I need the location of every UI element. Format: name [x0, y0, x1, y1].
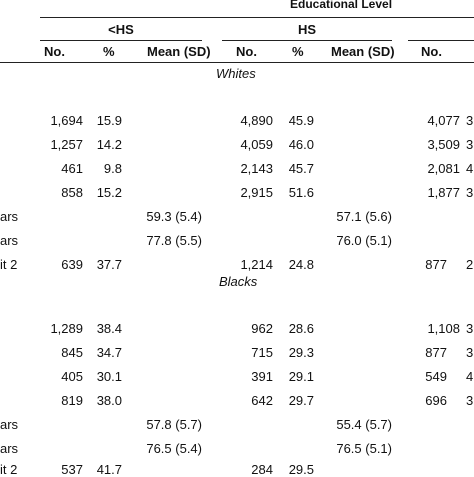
- cell-edge: 4: [466, 369, 474, 384]
- cell-hs-no: 4,890: [240, 113, 273, 128]
- cell-hs-pct: 51.6: [288, 185, 314, 200]
- cell-edge: 4: [466, 161, 474, 176]
- col-hs-mean: Mean (SD): [331, 44, 395, 59]
- header-bottom-rule: [0, 62, 474, 63]
- cell-lths-pct: 34.7: [96, 345, 122, 360]
- cell-hs-no: 391: [251, 369, 273, 384]
- cell-lths-mean: 59.3 (5.4): [146, 209, 202, 224]
- row-label: it 2: [0, 257, 18, 272]
- row-label: it 2: [0, 462, 18, 477]
- cell-next-no: 877: [425, 345, 447, 360]
- cell-next-no: 1,108: [427, 321, 460, 336]
- cell-lths-no: 537: [61, 462, 83, 477]
- cell-hs-mean: 55.4 (5.7): [336, 417, 392, 432]
- lths-rule: [40, 40, 202, 41]
- cell-lths-mean: 57.8 (5.7): [146, 417, 202, 432]
- cell-lths-mean: 77.8 (5.5): [146, 233, 202, 248]
- cell-edge: 3: [466, 113, 474, 128]
- cell-hs-pct: 45.9: [288, 113, 314, 128]
- cell-edge: 2: [466, 257, 474, 272]
- col-hs-pct: %: [292, 44, 304, 59]
- cell-edge: 3: [466, 393, 474, 408]
- row-label: ars: [0, 417, 19, 432]
- row-label: ars: [0, 233, 19, 248]
- cell-edge: 3: [466, 321, 474, 336]
- cell-lths-no: 1,257: [50, 137, 83, 152]
- cell-lths-pct: 14.2: [96, 137, 122, 152]
- cell-lths-no: 1,289: [50, 321, 83, 336]
- col-lths-pct: %: [103, 44, 115, 59]
- section-title-whites: Whites: [216, 66, 256, 81]
- group-rule: [40, 17, 474, 18]
- cell-lths-pct: 9.8: [103, 161, 122, 176]
- cell-next-no: 877: [425, 257, 447, 272]
- hs-rule: [222, 40, 392, 41]
- cell-next-no: 4,077: [427, 113, 460, 128]
- cell-lths-no: 405: [61, 369, 83, 384]
- cell-lths-pct: 41.7: [96, 462, 122, 477]
- cell-hs-mean: 76.5 (5.1): [336, 441, 392, 456]
- group-title: Educational Level: [290, 0, 393, 11]
- next-group-rule: [408, 40, 474, 41]
- cell-lths-no: 461: [61, 161, 83, 176]
- cell-lths-mean: 76.5 (5.4): [146, 441, 202, 456]
- cell-lths-pct: 15.2: [96, 185, 122, 200]
- cell-hs-no: 962: [251, 321, 273, 336]
- cell-hs-no: 2,915: [240, 185, 273, 200]
- cell-hs-no: 715: [251, 345, 273, 360]
- col-group-lths: <HS: [108, 22, 134, 37]
- cell-hs-mean: 76.0 (5.1): [336, 233, 392, 248]
- cell-next-no: 1,877: [427, 185, 460, 200]
- cell-hs-pct: 29.3: [288, 345, 314, 360]
- cell-hs-pct: 46.0: [288, 137, 314, 152]
- cell-next-no: 2,081: [427, 161, 460, 176]
- col-group-hs: HS: [297, 22, 317, 37]
- cell-hs-no: 4,059: [240, 137, 273, 152]
- cell-hs-no: 2,143: [240, 161, 273, 176]
- row-label: ars: [0, 441, 19, 456]
- cell-hs-mean: 57.1 (5.6): [336, 209, 392, 224]
- cell-hs-pct: 29.7: [288, 393, 314, 408]
- row-label: ars: [0, 209, 19, 224]
- col-lths-mean: Mean (SD): [147, 44, 211, 59]
- cell-lths-pct: 30.1: [96, 369, 122, 384]
- cell-lths-pct: 38.0: [96, 393, 122, 408]
- cell-hs-pct: 45.7: [288, 161, 314, 176]
- cell-next-no: 696: [425, 393, 447, 408]
- cell-hs-pct: 29.1: [288, 369, 314, 384]
- cell-hs-pct: 29.5: [288, 462, 314, 477]
- cell-edge: 3: [466, 137, 474, 152]
- col-hs-no: No.: [236, 44, 257, 59]
- cell-hs-no: 1,214: [240, 257, 273, 272]
- col-lths-no: No.: [44, 44, 65, 59]
- section-title-blacks: Blacks: [219, 274, 258, 289]
- col-next-no: No.: [421, 44, 442, 59]
- cell-lths-no: 1,694: [50, 113, 83, 128]
- cell-hs-no: 642: [251, 393, 273, 408]
- cell-hs-pct: 24.8: [288, 257, 314, 272]
- cell-next-no: 549: [425, 369, 447, 384]
- cell-lths-pct: 38.4: [96, 321, 122, 336]
- cell-lths-no: 639: [61, 257, 83, 272]
- cell-lths-pct: 15.9: [96, 113, 122, 128]
- cell-lths-pct: 37.7: [96, 257, 122, 272]
- cell-edge: 3: [466, 345, 474, 360]
- cell-hs-pct: 28.6: [288, 321, 314, 336]
- cell-lths-no: 819: [61, 393, 83, 408]
- cell-lths-no: 845: [61, 345, 83, 360]
- cell-edge: 3: [466, 185, 474, 200]
- cell-hs-no: 284: [251, 462, 273, 477]
- cell-lths-no: 858: [61, 185, 83, 200]
- cell-next-no: 3,509: [427, 137, 460, 152]
